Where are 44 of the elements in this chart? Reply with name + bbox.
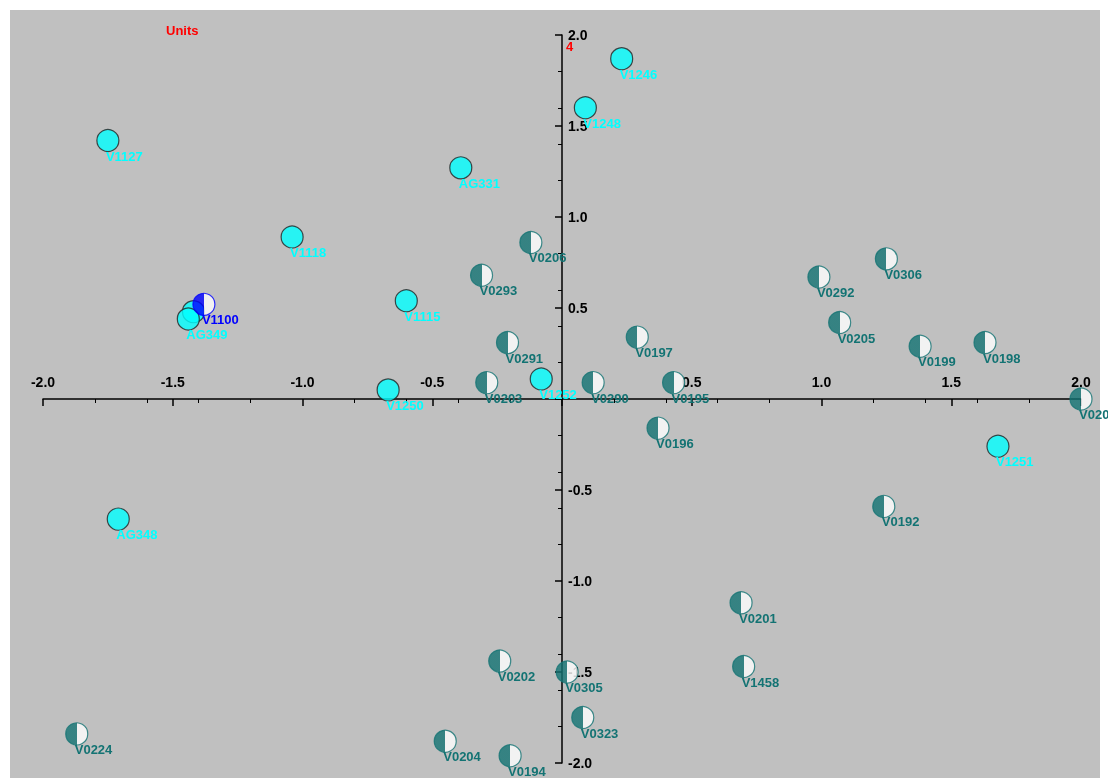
- x-tick-label: -2.0: [30, 374, 56, 390]
- x-tick-label: 2.0: [1071, 374, 1091, 390]
- annotation: V0224: [74, 741, 114, 757]
- annotation: V0196: [656, 436, 694, 452]
- annotation: V0293: [479, 283, 518, 299]
- y-tick-label: 1.0: [568, 209, 588, 225]
- annotation: V0201: [739, 610, 777, 626]
- annotation: AG331: [458, 175, 500, 191]
- annotation: Units: [166, 23, 199, 38]
- annotation: V0192: [881, 514, 920, 530]
- annotation: V0204: [443, 749, 482, 765]
- annotation: V0291: [505, 350, 544, 366]
- annotation: V0306: [884, 266, 922, 282]
- annotation: V1127: [105, 148, 143, 164]
- annotation: V0198: [982, 350, 1021, 366]
- annotation: V1100: [201, 312, 239, 328]
- x-tick-label: 1.5: [941, 374, 962, 390]
- y-tick-label: -1.0: [568, 573, 593, 589]
- annotation: V020: [1079, 407, 1108, 422]
- x-tick-label: -1.5: [160, 374, 186, 390]
- y-tick-label: -0.5: [568, 482, 593, 498]
- annotation: AG349: [186, 326, 228, 342]
- y-tick-label: -1.5: [568, 664, 593, 680]
- x-tick-label: -1.0: [290, 374, 315, 390]
- annotation: V1115: [404, 308, 441, 324]
- annotation: V0323: [580, 725, 619, 741]
- x-tick-label: -0.5: [420, 374, 445, 390]
- annotation: V0202: [497, 669, 536, 685]
- annotation: AG348: [116, 527, 158, 543]
- x-tick-label: 0.5: [682, 374, 702, 390]
- annotation: V0292: [816, 285, 855, 301]
- annotation: V0197: [635, 345, 673, 361]
- annotation: V1458: [741, 674, 780, 690]
- annotation: V1250: [386, 397, 424, 413]
- annotation: V1251: [995, 454, 1034, 470]
- annotation: V1246: [619, 66, 658, 82]
- y-tick-label: -2.0: [568, 755, 593, 771]
- annotation: V1118: [290, 245, 327, 261]
- y-tick-label: 0.5: [568, 300, 588, 316]
- annotation: V0205: [837, 330, 876, 346]
- annotation: V0305: [565, 680, 603, 695]
- annotation: V0194: [508, 763, 547, 778]
- annotation: V0199: [918, 354, 956, 370]
- x-tick-label: 1.0: [811, 374, 832, 390]
